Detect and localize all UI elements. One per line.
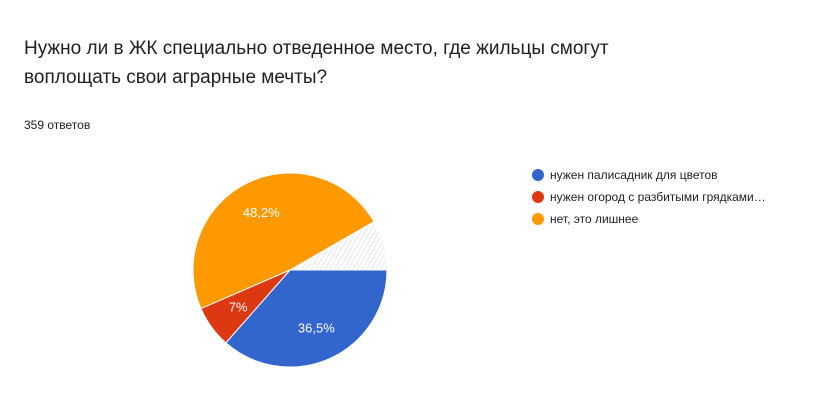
- pie-chart-svg: 36,5% 7% 48,2%: [192, 172, 388, 368]
- pie-slice[interactable]: [192, 172, 375, 310]
- slice-label: 36,5%: [298, 320, 335, 335]
- legend-item[interactable]: нужен огород с разбитыми грядками…: [532, 186, 766, 208]
- slice-label: 7%: [229, 300, 248, 315]
- question-title: Нужно ли в ЖК специально отведенное мест…: [24, 38, 609, 88]
- pie-slice[interactable]: [225, 269, 388, 368]
- pie-slice-other[interactable]: [288, 220, 388, 271]
- slice-label: 48,2%: [243, 205, 280, 220]
- response-count: 359 ответов: [24, 118, 91, 132]
- legend-swatch-icon: [532, 191, 544, 203]
- legend-label: нет, это лишнее: [550, 212, 639, 226]
- legend-swatch-icon: [532, 213, 544, 225]
- chart-legend: нужен палисадник для цветов нужен огород…: [532, 164, 766, 230]
- pie-chart: 36,5% 7% 48,2%: [180, 160, 400, 380]
- legend-item[interactable]: нужен палисадник для цветов: [532, 164, 766, 186]
- legend-label: нужен огород с разбитыми грядками…: [550, 190, 766, 204]
- legend-label: нужен палисадник для цветов: [550, 168, 718, 182]
- legend-swatch-icon: [532, 169, 544, 181]
- legend-item[interactable]: нет, это лишнее: [532, 208, 766, 230]
